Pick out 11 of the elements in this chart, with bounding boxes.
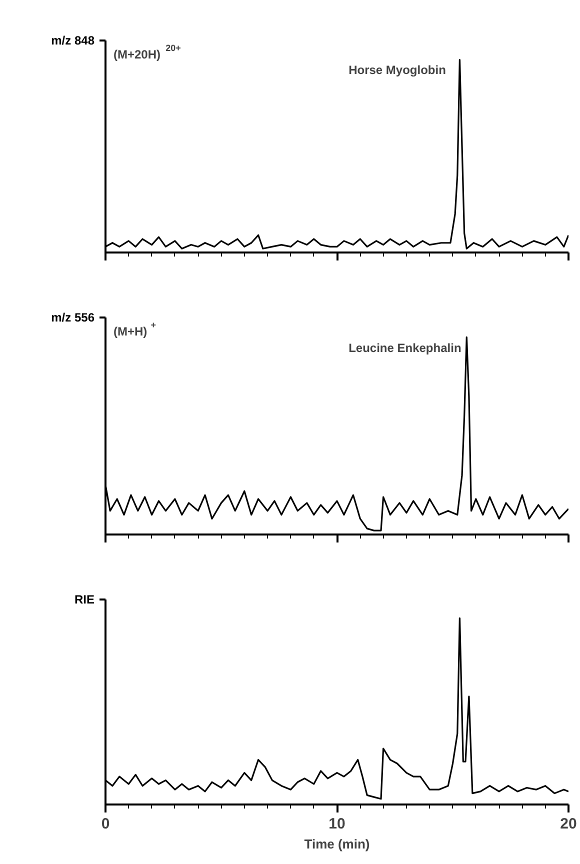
x-tick-label: 0: [101, 816, 110, 832]
annotation: (M+H)+: [114, 320, 156, 338]
x-tick-label: 10: [328, 816, 346, 832]
x-tick-label: 20: [560, 816, 577, 832]
series-label: Horse Myoglobin: [348, 63, 446, 78]
y-axis-title: RIE: [74, 592, 95, 606]
y-axis-title: m/z 848: [51, 34, 95, 48]
series-label: Leucine Enkephalin: [348, 340, 462, 355]
x-axis-title: Time (min): [304, 836, 370, 852]
annotation: (M+20H)20+: [114, 42, 181, 62]
y-axis-title: m/z 556: [51, 310, 95, 324]
